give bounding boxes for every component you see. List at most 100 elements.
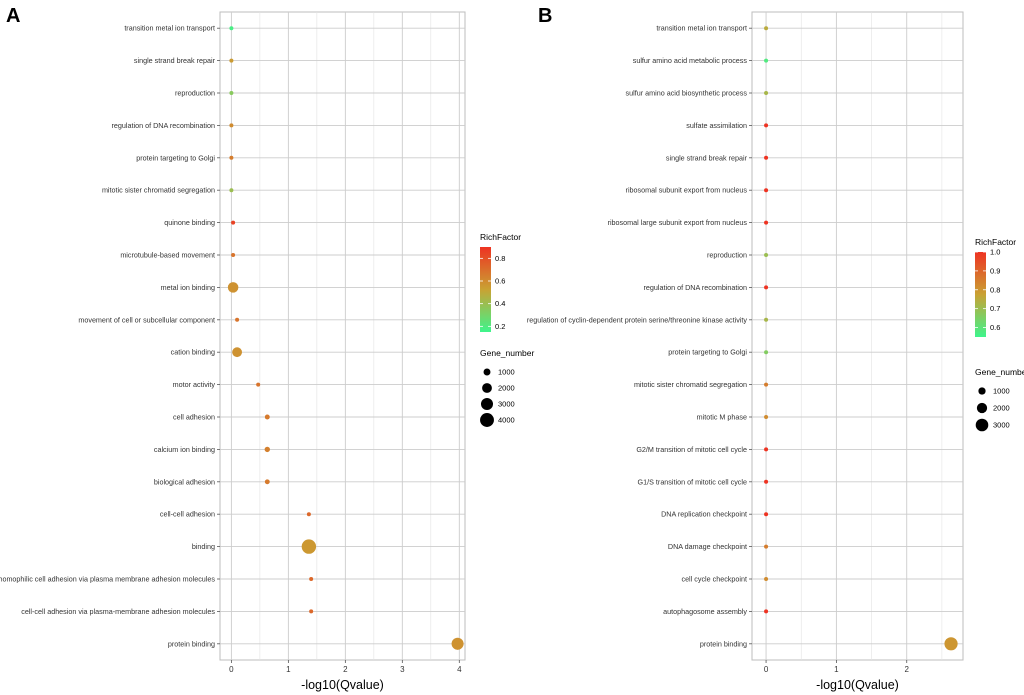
data-point (764, 220, 769, 225)
data-point (264, 446, 270, 453)
data-point (229, 155, 234, 160)
color-legend-label: 0.6 (495, 277, 505, 286)
x-tick-label: 3 (400, 665, 405, 674)
data-point (764, 577, 769, 581)
data-point (764, 512, 769, 517)
data-point (309, 577, 314, 581)
plot-area (219, 11, 466, 661)
data-point (764, 123, 769, 128)
y-tick-label: sulfur amino acid biosynthetic process (626, 89, 748, 98)
data-point (764, 26, 769, 31)
data-point (264, 414, 270, 420)
data-point (764, 609, 769, 614)
size-legend-label: 3000 (498, 400, 515, 409)
size-legend-title: Gene_number (480, 348, 535, 358)
color-legend-title: RichFactor (975, 237, 1016, 247)
y-tick-label: biological adhesion (154, 477, 215, 486)
size-legend-label: 3000 (993, 421, 1010, 430)
color-legend-title: RichFactor (480, 232, 521, 242)
size-legend-dot (975, 418, 989, 432)
y-tick-label: protein targeting to Golgi (136, 153, 215, 162)
y-tick-label: DNA replication checkpoint (661, 510, 747, 519)
y-tick-label: autophagosome assembly (663, 607, 747, 616)
y-tick-label: cell adhesion (173, 413, 215, 422)
data-point (229, 188, 234, 193)
color-legend-bar (480, 247, 491, 332)
x-tick-label: 1 (286, 665, 291, 674)
y-tick-label: regulation of DNA recombination (112, 121, 215, 130)
data-point (227, 282, 239, 293)
data-point (764, 155, 769, 160)
y-tick-label: transition metal ion transport (124, 24, 215, 33)
data-point (229, 58, 234, 63)
size-legend-label: 2000 (993, 404, 1010, 413)
panel-letter: A (6, 5, 20, 27)
data-point (306, 512, 311, 517)
color-legend-label: 0.8 (990, 285, 1000, 294)
data-point (764, 253, 769, 257)
color-legend-label: 0.4 (495, 299, 505, 308)
y-tick-label: single strand break repair (134, 56, 216, 65)
y-tick-label: regulation of cyclin-dependent protein s… (527, 315, 748, 324)
color-legend-label: 0.7 (990, 304, 1000, 313)
data-point (764, 58, 769, 63)
color-legend-label: 0.2 (495, 322, 505, 331)
data-point (231, 253, 236, 257)
data-point (232, 347, 243, 358)
color-legend-label: 1.0 (990, 248, 1000, 257)
y-tick-label: homophilic cell adhesion via plasma memb… (0, 575, 215, 584)
size-legend-label: 1000 (498, 368, 515, 377)
data-point (229, 91, 234, 95)
y-tick-label: protein binding (700, 639, 747, 648)
data-point (764, 544, 769, 549)
data-point (451, 637, 464, 650)
y-tick-label: protein targeting to Golgi (668, 348, 747, 357)
y-tick-label: sulfate assimilation (686, 121, 747, 130)
plot-area (751, 11, 964, 661)
data-point (229, 26, 234, 31)
y-tick-label: mitotic sister chromatid segregation (102, 186, 215, 195)
data-point (764, 188, 769, 193)
x-tick-label: 0 (764, 665, 769, 674)
y-tick-label: regulation of DNA recombination (644, 283, 747, 292)
size-legend-dot (482, 383, 492, 393)
panel-letter: B (538, 5, 552, 27)
size-legend-label: 2000 (498, 384, 515, 393)
y-tick-label: mitotic sister chromatid segregation (634, 380, 747, 389)
color-legend-label: 0.8 (495, 254, 505, 263)
y-tick-label: reproduction (707, 251, 747, 260)
size-legend-dot (976, 402, 988, 414)
y-tick-label: transition metal ion transport (656, 24, 747, 33)
data-point (944, 637, 958, 651)
data-point (256, 382, 261, 387)
data-point (764, 479, 769, 484)
y-tick-label: protein binding (168, 639, 215, 648)
y-tick-label: movement of cell or subcellular componen… (78, 315, 215, 324)
y-tick-label: reproduction (175, 89, 215, 98)
color-legend-label: 0.9 (990, 266, 1000, 275)
data-point (764, 285, 769, 290)
y-tick-label: metal ion binding (161, 283, 215, 292)
data-point (764, 415, 769, 419)
x-tick-label: 2 (343, 665, 348, 674)
y-tick-label: binding (192, 542, 215, 551)
data-point (764, 317, 769, 322)
color-legend-label: 0.6 (990, 323, 1000, 332)
y-tick-label: cell-cell adhesion (160, 510, 215, 519)
size-legend-dot (483, 368, 491, 376)
x-tick-label: 1 (834, 665, 839, 674)
y-tick-label: ribosomal large subunit export from nucl… (608, 218, 748, 227)
y-tick-label: G1/S transition of mitotic cell cycle (638, 477, 747, 486)
data-point (235, 317, 240, 322)
data-point (309, 609, 314, 614)
size-legend-dot (480, 413, 494, 427)
y-tick-label: cell cycle checkpoint (681, 575, 747, 584)
data-point (229, 123, 234, 128)
size-legend-title: Gene_number (975, 367, 1024, 377)
data-point (264, 479, 270, 485)
y-tick-label: sulfur amino acid metabolic process (633, 56, 748, 65)
x-tick-label: 4 (457, 665, 462, 674)
x-tick-label: 0 (229, 665, 234, 674)
